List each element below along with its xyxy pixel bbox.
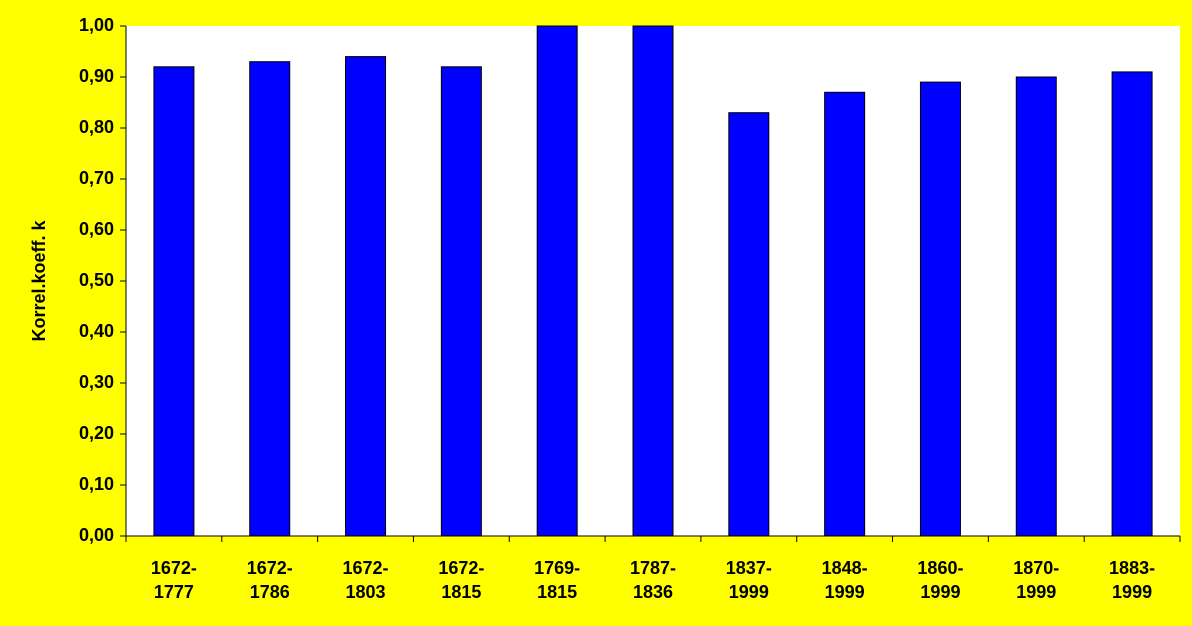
- bar: [1111, 71, 1153, 537]
- y-tick-label: 0,00: [79, 525, 114, 545]
- y-tick-label: 0,50: [79, 270, 114, 290]
- y-tick-label: 1,00: [79, 15, 114, 35]
- x-tick-label: 1883- 1999: [1109, 558, 1156, 602]
- x-tick-label: 1769- 1815: [534, 558, 581, 602]
- x-tick-label: 1672- 1803: [342, 558, 389, 602]
- y-tick-label: 0,80: [79, 117, 114, 137]
- bar: [536, 25, 578, 537]
- bar: [153, 66, 195, 537]
- bar: [824, 91, 866, 537]
- y-tick-label: 0,40: [79, 321, 114, 341]
- y-tick-label: 0,10: [79, 474, 114, 494]
- y-tick-label: 0,90: [79, 66, 114, 86]
- bar: [919, 81, 961, 537]
- bar: [440, 66, 482, 537]
- x-tick-label: 1672- 1786: [246, 558, 293, 602]
- bar: [249, 61, 291, 537]
- bar: [728, 112, 770, 537]
- y-tick-label: 0,70: [79, 168, 114, 188]
- bar: [632, 25, 674, 537]
- x-tick-label: 1787- 1836: [629, 558, 677, 602]
- x-tick-label: 1870- 1999: [1013, 558, 1060, 602]
- bar: [1015, 76, 1057, 537]
- x-tick-label: 1837- 1999: [725, 558, 772, 602]
- x-tick-label: 1860- 1999: [917, 558, 964, 602]
- x-tick-label: 1672- 1777: [150, 558, 197, 602]
- bar: [345, 56, 387, 537]
- y-tick-label: 0,20: [79, 423, 114, 443]
- y-tick-label: 0,60: [79, 219, 114, 239]
- x-tick-label: 1848- 1999: [821, 558, 868, 602]
- y-tick-label: 0,30: [79, 372, 114, 392]
- x-tick-label: 1672- 1815: [438, 558, 485, 602]
- y-axis-label: Korrel.koeff. k: [29, 220, 49, 342]
